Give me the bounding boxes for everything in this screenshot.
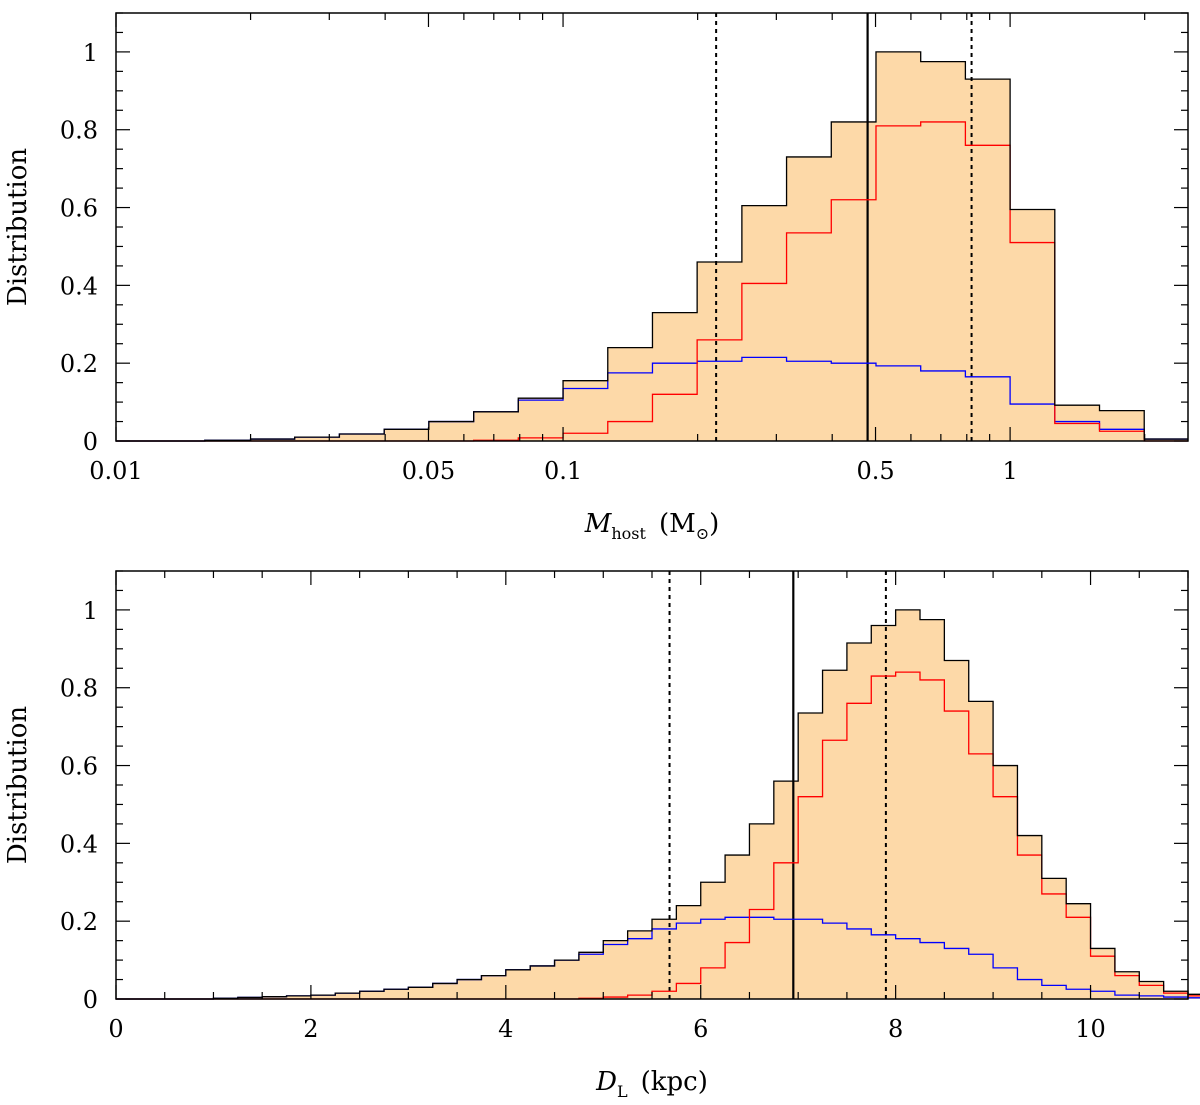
- y-tick-label: 0.4: [60, 272, 98, 300]
- x-tick-label: 0.1: [544, 457, 582, 485]
- x-axis-label-spacer: [646, 509, 659, 539]
- x-axis-label-part: host: [611, 524, 646, 543]
- y-axis-label: Distribution: [3, 706, 33, 865]
- y-tick-label: 0.2: [60, 350, 98, 378]
- x-axis-label-spacer: [628, 1067, 641, 1097]
- x-tick-label: 0: [108, 1015, 123, 1043]
- y-tick-label: 0.6: [60, 753, 98, 781]
- y-tick-label: 0.6: [60, 195, 98, 223]
- x-tick-label: 2: [303, 1015, 318, 1043]
- x-tick-label: 10: [1075, 1015, 1106, 1043]
- x-axis-label-part: L: [617, 1082, 628, 1101]
- y-tick-label: 1: [83, 597, 98, 625]
- y-tick-label: 0.8: [60, 117, 98, 145]
- series-total-line: [116, 51, 1188, 442]
- x-tick-label: 0.5: [856, 457, 894, 485]
- x-axis-label-part: ⊙: [696, 524, 709, 543]
- x-tick-label: 1: [1002, 457, 1017, 485]
- x-tick-label: 0.05: [402, 457, 455, 485]
- total-distribution-fill: [116, 51, 1188, 441]
- y-tick-label: 1: [83, 39, 98, 67]
- x-axis-label: DL (kpc): [595, 1067, 708, 1101]
- y-axis-label: Distribution: [3, 148, 33, 307]
- series-total-line: [116, 609, 1200, 1000]
- x-axis-label-part: (M: [659, 509, 696, 539]
- x-tick-label: 6: [693, 1015, 708, 1043]
- x-tick-label: 8: [888, 1015, 903, 1043]
- total-distribution-fill: [116, 609, 1200, 999]
- y-tick-label: 0: [83, 986, 98, 1014]
- y-tick-label: 0.8: [60, 675, 98, 703]
- y-tick-label: 0.4: [60, 830, 98, 858]
- x-tick-label: 4: [498, 1015, 513, 1043]
- x-axis-label-part: (kpc): [641, 1067, 708, 1097]
- distance-histogram-panel: 0 2 4 6 8 10 0 0.2 0.4 0.6 0.8 1 Distribution DL (kpc…: [3, 570, 1200, 1101]
- mass-histogram-panel: 0.01 0.05 0.1 0.5 1 0 0.2 0.4 0.6 0.8 1 Distributio…: [3, 12, 1189, 543]
- y-tick-label: 0.2: [60, 908, 98, 936]
- x-axis-label: Mhost (M⊙): [584, 509, 720, 543]
- y-tick-label: 0: [83, 428, 98, 456]
- x-axis-label-part: M: [584, 509, 613, 539]
- x-axis-label-part: ): [709, 509, 719, 539]
- x-tick-label: 0.01: [89, 457, 142, 485]
- x-axis-label-part: D: [595, 1067, 617, 1097]
